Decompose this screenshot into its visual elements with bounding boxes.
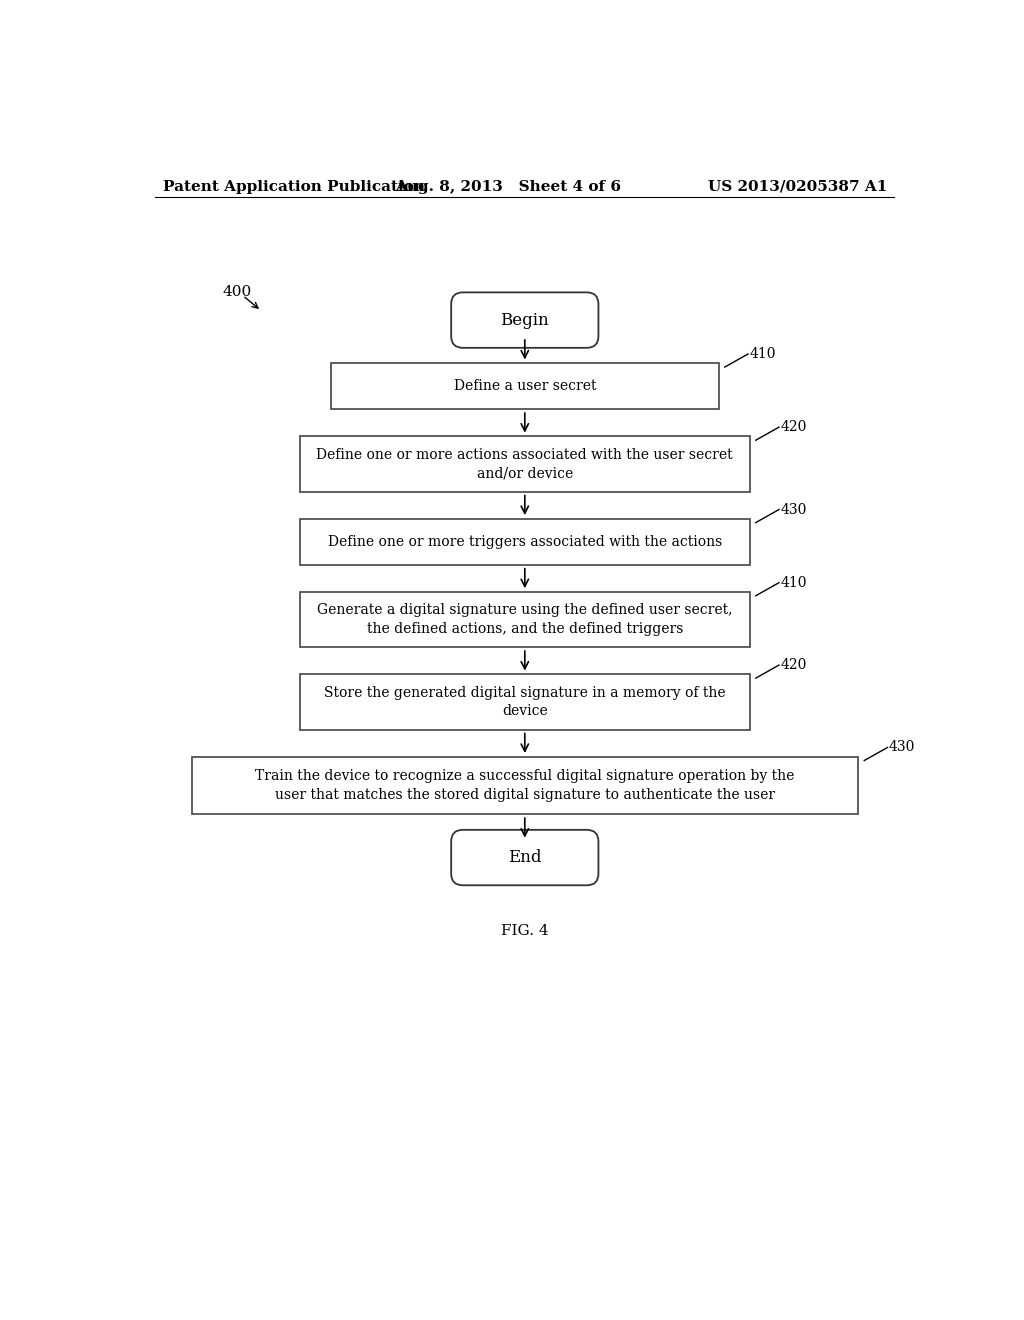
Text: Patent Application Publication: Patent Application Publication — [163, 180, 425, 194]
Text: Train the device to recognize a successful digital signature operation by the
us: Train the device to recognize a successf… — [255, 770, 795, 801]
Bar — [191, 756, 858, 814]
Text: Begin: Begin — [501, 312, 549, 329]
Text: Aug. 8, 2013   Sheet 4 of 6: Aug. 8, 2013 Sheet 4 of 6 — [394, 180, 621, 194]
Text: 420: 420 — [780, 659, 807, 672]
Text: Generate a digital signature using the defined user secret,
the defined actions,: Generate a digital signature using the d… — [317, 603, 732, 636]
Text: 400: 400 — [222, 285, 252, 300]
Text: 410: 410 — [780, 576, 807, 590]
Text: Define one or more triggers associated with the actions: Define one or more triggers associated w… — [328, 535, 722, 549]
Text: 430: 430 — [780, 503, 807, 516]
Text: 430: 430 — [889, 741, 915, 755]
Bar — [300, 675, 750, 730]
FancyBboxPatch shape — [452, 293, 598, 348]
Bar — [300, 591, 750, 647]
Bar — [331, 363, 719, 409]
FancyBboxPatch shape — [452, 830, 598, 886]
Text: 410: 410 — [750, 347, 776, 360]
Bar — [300, 437, 750, 492]
Text: Define a user secret: Define a user secret — [454, 379, 596, 393]
Text: FIG. 4: FIG. 4 — [501, 924, 549, 937]
Bar — [300, 519, 750, 565]
Text: Define one or more actions associated with the user secret
and/or device: Define one or more actions associated wi… — [316, 447, 733, 480]
Text: 420: 420 — [780, 420, 807, 434]
Text: US 2013/0205387 A1: US 2013/0205387 A1 — [709, 180, 888, 194]
Text: Store the generated digital signature in a memory of the
device: Store the generated digital signature in… — [324, 686, 726, 718]
Text: End: End — [508, 849, 542, 866]
